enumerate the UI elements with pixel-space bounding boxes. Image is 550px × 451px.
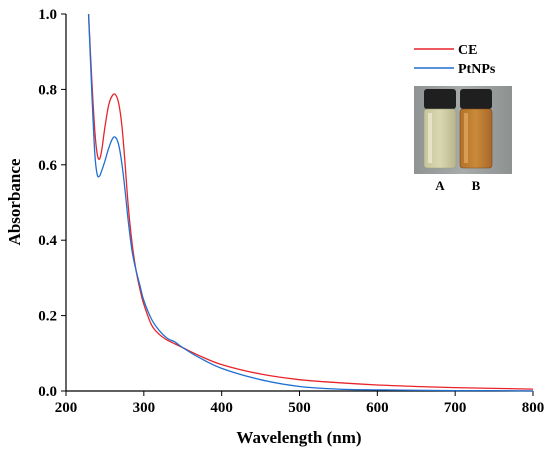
vial-b-cap: [460, 89, 492, 109]
x-tick-label: 300: [133, 400, 156, 416]
x-tick-label: 500: [288, 400, 311, 416]
x-axis-ticks: 200 300 400 500 600 700 800: [55, 391, 545, 416]
vial-label-b: B: [472, 178, 481, 193]
vial-a-cap: [424, 89, 456, 109]
x-tick-label: 600: [366, 400, 389, 416]
x-tick-label: 200: [55, 400, 78, 416]
y-tick-label: 1.0: [38, 7, 57, 23]
x-tick-label: 400: [210, 400, 233, 416]
y-tick-label: 0.2: [38, 309, 57, 325]
legend: CE PtNPs: [414, 43, 496, 77]
series-line-ce: [87, 13, 534, 390]
vial-a-highlight: [428, 113, 432, 163]
vial-b-highlight: [464, 113, 468, 163]
x-tick-label: 800: [522, 400, 545, 416]
y-tick-label: 0.4: [38, 233, 57, 249]
x-tick-label: 700: [444, 400, 467, 416]
series-line-ptnps: [87, 13, 534, 392]
legend-label-ce: CE: [458, 43, 477, 58]
vial-label-a: A: [435, 178, 445, 193]
y-tick-label: 0.6: [38, 158, 57, 174]
legend-label-ptnps: PtNPs: [458, 62, 496, 77]
y-tick-label: 0.0: [38, 384, 57, 400]
y-tick-label: 0.8: [38, 82, 57, 98]
x-axis-title: Wavelength (nm): [236, 428, 361, 447]
inset-photo: A B: [414, 86, 512, 193]
y-axis-ticks: 0.0 0.2 0.4 0.6 0.8 1.0: [38, 7, 66, 400]
y-axis-title: Absorbance: [5, 158, 24, 245]
